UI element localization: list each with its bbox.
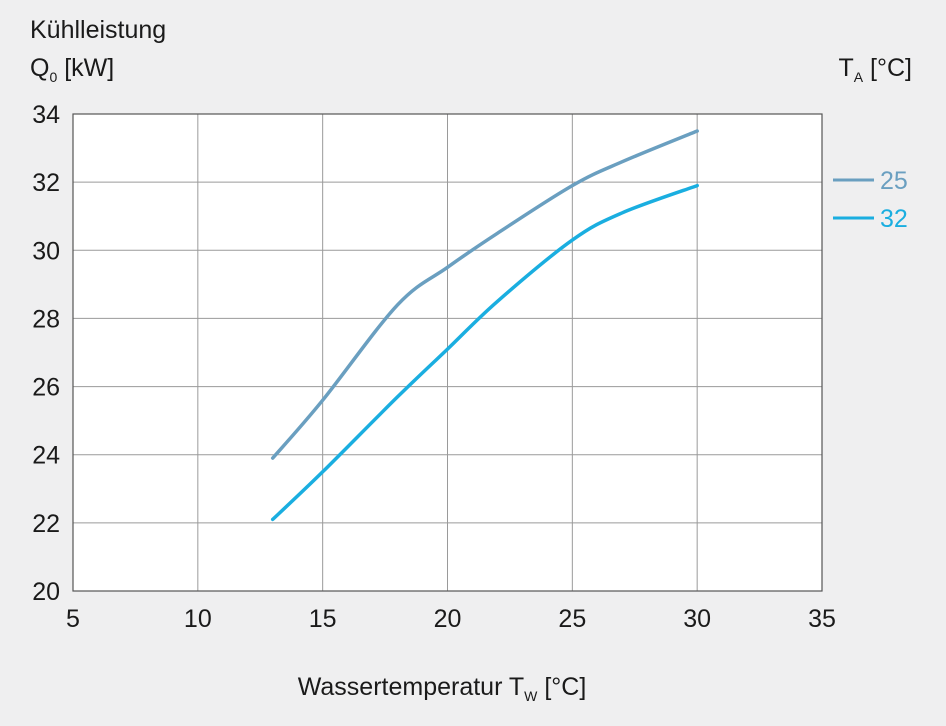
plot-frame [72,113,823,592]
x-axis-title-main: Wassertemperatur T [298,673,524,701]
series-line-32 [270,183,699,522]
x-tick-label: 5 [66,605,80,633]
series-lines [270,129,699,522]
series-line-25 [270,129,699,460]
x-tick-label: 10 [184,605,212,633]
legend-label-25: 25 [880,167,908,195]
y-axis-title: Kühlleistung [30,16,166,44]
x-tick-label: 15 [309,605,337,633]
x-axis-ticks: 5 10 15 20 25 30 35 [66,605,836,633]
y-axis-label: Q0 [kW] [30,54,114,85]
y-tick-label: 28 [32,305,60,333]
x-tick-label: 20 [434,605,462,633]
legend-title-subscript: A [854,69,864,85]
x-axis-subscript: W [524,688,538,704]
y-axis-subscript: 0 [49,69,57,85]
y-tick-label: 20 [32,578,60,606]
legend-label-32: 32 [880,205,908,233]
x-tick-label: 25 [558,605,586,633]
legend-title-symbol: T [838,54,853,82]
y-tick-label: 30 [32,237,60,265]
y-axis-symbol: Q [30,54,49,82]
y-tick-label: 32 [32,169,60,197]
y-tick-label: 34 [32,101,60,129]
x-axis-unit: [°C] [537,673,586,701]
y-tick-label: 26 [32,374,60,402]
legend-title: TA [°C] [838,54,912,85]
y-axis-unit: [kW] [57,54,114,82]
x-axis-title: Wassertemperatur TW [°C] [298,673,587,704]
x-tick-label: 30 [683,605,711,633]
x-tick-label: 35 [808,605,836,633]
y-axis-ticks: 20 22 24 26 28 30 32 34 [32,101,60,606]
legend-title-unit: [°C] [863,54,912,82]
y-tick-label: 22 [32,510,60,538]
y-tick-label: 24 [32,442,60,470]
